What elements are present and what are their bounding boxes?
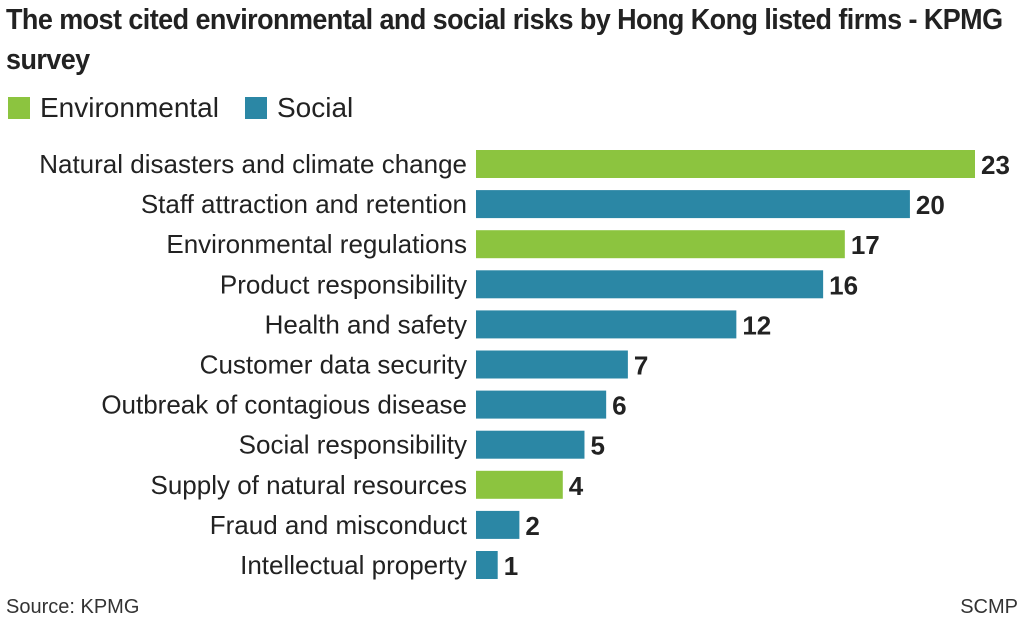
- bar: [476, 390, 607, 419]
- legend-label: Social: [276, 92, 354, 123]
- bar: [476, 150, 975, 178]
- bar: [476, 310, 737, 339]
- bar: [476, 230, 845, 259]
- legend-label: Environmental: [40, 92, 219, 123]
- bar: [476, 430, 585, 459]
- legend-swatch-environmental: [8, 97, 30, 119]
- value-label: 5: [590, 431, 604, 461]
- category-label: Staff attraction and retention: [141, 189, 467, 219]
- legend-swatch-social: [244, 97, 267, 119]
- legend-item-environmental: Environmental: [8, 92, 219, 124]
- legend: Environmental Social: [8, 92, 379, 124]
- bar: [476, 190, 910, 219]
- credit: SCMP: [960, 596, 1018, 618]
- value-label: 2: [525, 511, 539, 541]
- category-label: Supply of natural resources: [150, 470, 467, 500]
- value-label: 7: [634, 351, 648, 381]
- bar: [476, 510, 520, 539]
- category-label: Social responsibility: [239, 430, 467, 460]
- category-label: Health and safety: [265, 309, 467, 339]
- value-label: 23: [981, 150, 1010, 180]
- chart-title: The most cited environmental and social …: [6, 4, 1003, 76]
- category-label: Natural disasters and climate change: [39, 149, 467, 179]
- category-label: Product responsibility: [220, 269, 467, 299]
- source-note: Source: KPMG: [6, 596, 140, 618]
- value-label: 20: [916, 190, 945, 220]
- bar: [476, 551, 498, 579]
- value-label: 16: [829, 270, 858, 300]
- bar: [476, 470, 563, 499]
- value-label: 17: [851, 230, 880, 260]
- value-label: 4: [569, 471, 584, 501]
- value-label: 12: [742, 310, 771, 340]
- bar: [476, 350, 628, 379]
- category-label: Outbreak of contagious disease: [101, 390, 467, 420]
- category-label: Customer data security: [200, 350, 467, 380]
- legend-item-social: Social: [244, 92, 354, 124]
- bar: [476, 270, 824, 299]
- value-label: 1: [504, 551, 518, 581]
- category-label: Intellectual property: [240, 550, 467, 580]
- category-label: Environmental regulations: [166, 229, 467, 259]
- value-label: 6: [612, 391, 626, 421]
- category-label: Fraud and misconduct: [210, 510, 468, 540]
